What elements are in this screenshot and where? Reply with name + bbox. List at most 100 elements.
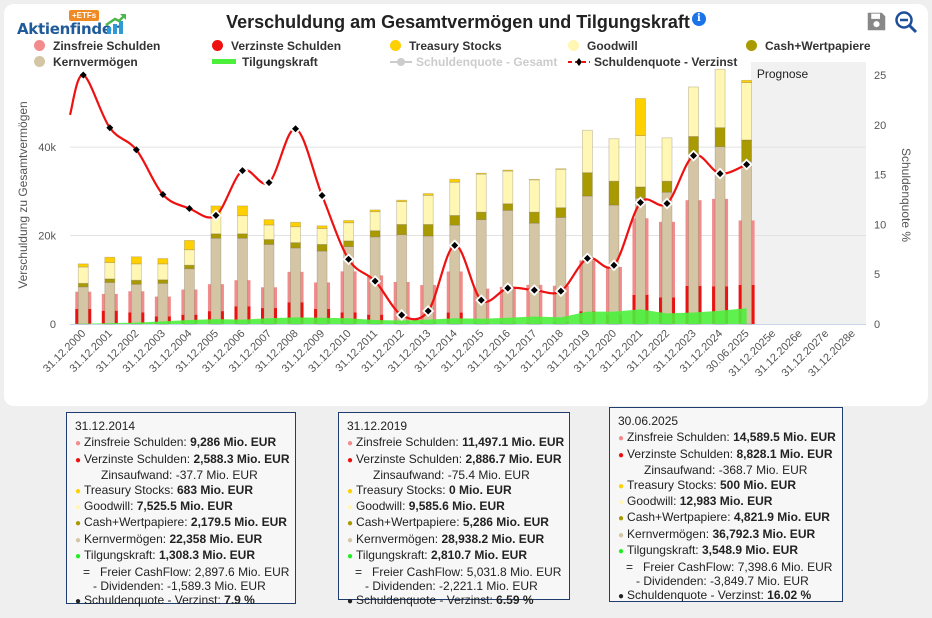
tooltip-row: ● Verzinste Schulden: 8,828.1 Mio. EUR — [618, 447, 834, 463]
bar-goodwill — [237, 215, 248, 235]
marker-schuldenquote — [424, 307, 432, 315]
bar-goodwill — [635, 135, 646, 188]
series-dot-icon: ● — [75, 485, 82, 497]
tooltip-label: Treasury Stocks: — [84, 482, 177, 497]
tooltip-label: Kernvermögen: — [627, 526, 713, 541]
legend-item-zinsfreie-schulden[interactable]: Zinsfreie Schulden — [34, 39, 160, 53]
legend-item-goodwill[interactable]: Goodwill — [568, 39, 638, 53]
series-dot-icon: ● — [618, 433, 625, 445]
tooltip-dividend-row: - Dividenden: -2,221.1 Mio. EUR — [365, 579, 538, 594]
bar-cash-wertpapiere — [369, 230, 381, 238]
legend-item-tilgungskraft[interactable]: Tilgungskraft — [212, 55, 318, 69]
series-dot-icon: ● — [75, 438, 82, 450]
legend-symbol — [212, 59, 236, 64]
tooltip-cashflow-row: = Freier CashFlow: 5,031.8 Mio. EUR — [355, 564, 562, 579]
tooltip-label: Zinsfreie Schulden: — [84, 435, 191, 450]
bar-goodwill — [475, 173, 487, 213]
bar-treasury-stocks — [104, 256, 116, 263]
tooltip-label: Verzinste Schulden: — [84, 451, 194, 466]
legend-symbol — [568, 40, 579, 51]
series-dot-icon: ● — [75, 502, 82, 514]
marker-schuldenquote — [504, 284, 512, 292]
bar-treasury-stocks — [741, 79, 752, 83]
bar-treasury-stocks — [343, 220, 355, 224]
tooltip-row: ● Tilgungskraft: 2,810.7 Mio. EUR — [347, 548, 561, 564]
tooltip-31-12-2019: 31.12.2019 ● Zinsfreie Schulden: 11,497.1 … — [338, 412, 570, 607]
bar-goodwill — [449, 181, 461, 216]
tooltip-label: Verzinste Schulden: — [356, 451, 466, 466]
tooltip-row: ● Goodwill: 9,585.6 Mio. EUR — [347, 499, 561, 515]
tooltip-row: ● Verzinste Schulden: 2,588.3 Mio. EUR — [75, 451, 290, 468]
tooltip-value: 500 Mio. EUR — [719, 477, 796, 492]
series-dot-icon: ● — [75, 596, 82, 608]
bar-goodwill — [555, 168, 567, 209]
bar-treasury-stocks — [263, 219, 275, 226]
series-dot-icon: ● — [347, 534, 354, 546]
legend-item-schuldenquote-gesamt[interactable]: Schuldenquote - Gesamt — [390, 55, 557, 69]
bar-cash-wertpapiere — [608, 180, 620, 206]
bar-cash-wertpapiere — [157, 279, 169, 284]
aktienfinder-logo[interactable]: +ETFs Aktienfinder — [17, 10, 127, 44]
series-dot-icon: ● — [75, 551, 82, 563]
tooltip-label: Tilgungskraft: — [356, 548, 431, 563]
tooltip-row: ● Tilgungskraft: 1,308.3 Mio. EUR — [75, 548, 287, 564]
y-right-tick-label: 15 — [874, 170, 886, 182]
bar-kernverm-gen — [635, 197, 646, 325]
tooltip-value: 8,828.1 Mio. EUR — [736, 446, 833, 461]
bar-cash-wertpapiere — [210, 233, 222, 239]
tooltip-value: 9,286 Mio. EUR — [190, 435, 277, 450]
tooltip-value: 5,286 Mio. EUR — [462, 515, 549, 530]
tooltip-value: 28,938.2 Mio. EUR — [441, 531, 545, 546]
legend-item-schuldenquote-verzinst[interactable]: Schuldenquote - Verzinst — [568, 55, 737, 69]
tooltip-row: ● Goodwill: 12,983 Mio. EUR — [618, 494, 834, 510]
legend-label: Cash+Wertpapiere — [765, 39, 871, 53]
tooltip-value: 4,821.9 Mio. EUR — [733, 510, 830, 525]
zoom-out-icon[interactable] — [894, 10, 918, 34]
legend-symbol — [212, 40, 223, 51]
bar-cash-wertpapiere — [449, 215, 461, 226]
bar-cash-wertpapiere — [555, 207, 567, 218]
bar-goodwill — [688, 86, 699, 137]
tooltip-label: Tilgungskraft: — [84, 548, 159, 563]
marker-schuldenquote — [79, 71, 87, 79]
marker-schuldenquote — [530, 286, 538, 294]
tooltip-value: 9,585.6 Mio. EUR — [408, 499, 505, 514]
tooltip-value: 36,792.3 Mio. EUR — [712, 526, 816, 541]
y-tick-label: 20k — [38, 231, 56, 243]
marker-schuldenquote — [451, 241, 459, 249]
bar-goodwill — [661, 137, 673, 182]
tooltip-value: 2,179.5 Mio. EUR — [190, 515, 287, 530]
bar-cash-wertpapiere — [714, 127, 726, 148]
tooltip-label: Goodwill: — [356, 499, 409, 514]
y-tick-label: 0 — [50, 319, 56, 331]
tooltip-date: 31.12.2019 — [347, 419, 408, 433]
bar-cash-wertpapiere — [582, 172, 593, 197]
bar-goodwill — [714, 68, 726, 129]
series-dot-icon: ● — [618, 546, 625, 558]
bar-treasury-stocks — [237, 205, 248, 217]
tooltip-label: Kernvermögen: — [356, 531, 442, 546]
bar-cash-wertpapiere — [475, 211, 487, 221]
tooltip-date: 30.06.2025 — [618, 414, 679, 428]
bar-goodwill — [582, 129, 593, 174]
marker-schuldenquote — [212, 211, 220, 219]
series-dot-icon: ● — [618, 449, 625, 461]
bar-treasury-stocks — [130, 256, 142, 265]
tooltip-row: ● Treasury Stocks: 683 Mio. EUR — [75, 483, 287, 499]
bar-kernverm-gen — [475, 219, 487, 325]
bar-kernverm-gen — [263, 243, 275, 325]
y-right-axis-title: Schuldenquote % — [899, 148, 913, 242]
tooltip-row: ● Goodwill: 7,525.5 Mio. EUR — [75, 499, 287, 515]
bar-goodwill — [183, 249, 195, 266]
bar-treasury-stocks — [635, 98, 646, 137]
info-icon[interactable]: i — [691, 12, 706, 26]
save-icon[interactable] — [866, 11, 887, 32]
legend-item-verzinste-schulden[interactable]: Verzinste Schulden — [212, 39, 341, 53]
legend-item-kernverm-gen[interactable]: Kernvermögen — [34, 55, 138, 69]
legend-item-cash-wertpapiere[interactable]: Cash+Wertpapiere — [746, 39, 871, 53]
tooltip-label: Zinsfreie Schulden: — [627, 430, 734, 445]
marker-schuldenquote — [636, 198, 644, 206]
series-dot-icon: ● — [347, 551, 354, 563]
legend-item-treasury-stocks[interactable]: Treasury Stocks — [390, 39, 502, 53]
marker-schuldenquote — [318, 192, 326, 200]
